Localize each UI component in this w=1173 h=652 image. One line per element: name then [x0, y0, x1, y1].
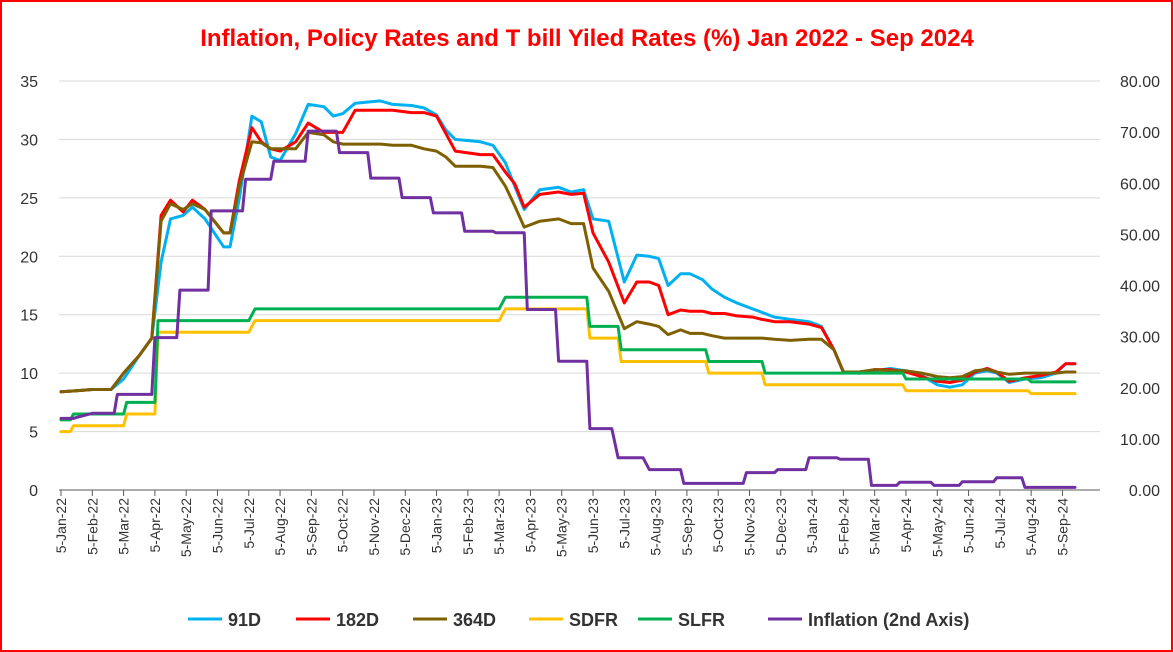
series-line-inflation-2nd-axis	[59, 129, 1077, 489]
x-tick-label: 5-Jul-24	[992, 498, 1008, 549]
x-tick-label: 5-Aug-22	[272, 498, 288, 556]
chart-title: Inflation, Policy Rates and T bill Yiled…	[200, 25, 974, 52]
y-right-tick-label: 10.00	[1120, 432, 1160, 449]
x-tick-label: 5-Apr-24	[898, 498, 914, 553]
x-tick-label: 5-Feb-23	[460, 498, 476, 555]
y-left-tick-label: 15	[20, 308, 38, 325]
y-right-tick-label: 70.00	[1120, 125, 1160, 142]
x-tick-label: 5-Dec-23	[773, 498, 789, 556]
x-tick-label: 5-Jun-24	[961, 498, 977, 553]
y-left-tick-label: 10	[20, 366, 38, 383]
x-tick-label: 5-Mar-24	[867, 498, 883, 555]
y-left-tick-label: 20	[20, 249, 38, 266]
series-lines	[59, 99, 1077, 489]
y-right-tick-labels: 0.00 10.00 20.00 30.00 40.00 50.00 60.00 70.00 8…	[1120, 74, 1160, 500]
y-right-tick-label: 80.00	[1120, 74, 1160, 91]
legend: 91D 182D 364D SDFR SLFR Inflation (2nd Axis)	[188, 610, 969, 630]
series-line-182d	[59, 108, 1077, 394]
axes	[59, 489, 1100, 496]
legend-label-91d: 91D	[228, 610, 261, 630]
x-tick-label: 5-May-22	[178, 498, 194, 557]
y-left-tick-labels: 0 5 10 15 20 25 30 35	[20, 74, 38, 500]
x-tick-label: 5-Feb-22	[84, 498, 100, 555]
series-line-slfr	[59, 295, 1077, 422]
y-left-tick-label: 5	[29, 425, 38, 442]
series-line-sdfr	[59, 307, 1077, 434]
x-tick-label: 5-Jun-22	[209, 498, 225, 553]
x-tick-label: 5-Sep-24	[1054, 498, 1070, 556]
x-tick-label: 5-Mar-22	[116, 498, 132, 555]
y-left-tick-label: 35	[20, 74, 38, 91]
legend-label-sdfr: SDFR	[569, 610, 618, 630]
x-tick-label: 5-Nov-23	[741, 498, 757, 556]
legend-label-inflation-2nd-axis: Inflation (2nd Axis)	[808, 610, 969, 630]
x-tick-label: 5-Oct-23	[710, 498, 726, 553]
x-tick-label: 5-Aug-24	[1023, 498, 1039, 556]
x-tick-label: 5-Jul-23	[616, 498, 632, 549]
y-right-tick-label: 40.00	[1120, 279, 1160, 296]
y-right-tick-label: 0.00	[1129, 483, 1160, 500]
x-tick-label: 5-Dec-22	[397, 498, 413, 556]
x-tick-label: 5-Jan-23	[429, 498, 445, 553]
y-right-tick-label: 30.00	[1120, 330, 1160, 347]
x-tick-label: 5-May-23	[554, 498, 570, 557]
legend-label-182d: 182D	[336, 610, 379, 630]
x-tick-label: 5-Mar-23	[491, 498, 507, 555]
series-line-364d	[59, 130, 1077, 394]
x-tick-label: 5-Nov-22	[366, 498, 382, 556]
legend-label-364d: 364D	[453, 610, 496, 630]
y-right-tick-label: 50.00	[1120, 227, 1160, 244]
x-tick-label: 5-Sep-23	[679, 498, 695, 556]
gridlines	[59, 80, 1100, 433]
x-tick-label: 5-Jan-24	[804, 498, 820, 553]
legend-label-slfr: SLFR	[678, 610, 725, 630]
y-right-tick-label: 20.00	[1120, 381, 1160, 398]
x-tick-label: 5-Jul-22	[241, 498, 257, 549]
x-tick-label: 5-Apr-22	[147, 498, 163, 553]
x-tick-label: 5-Apr-23	[522, 498, 538, 553]
y-right-tick-label: 60.00	[1120, 176, 1160, 193]
x-tick-label: 5-May-24	[929, 498, 945, 557]
series-line-91d	[59, 99, 1077, 394]
y-left-tick-label: 25	[20, 191, 38, 208]
x-tick-labels: 5-Jan-22 5-Feb-22 5-Mar-22 5-Apr-22 5-May-22…	[53, 498, 1070, 557]
x-tick-label: 5-Jun-23	[585, 498, 601, 553]
x-tick-label: 5-Sep-22	[303, 498, 319, 556]
x-tick-label: 5-Jan-22	[53, 498, 69, 553]
x-tick-label: 5-Aug-23	[648, 498, 664, 556]
x-tick-label: 5-Feb-24	[835, 498, 851, 555]
y-left-tick-label: 0	[29, 483, 38, 500]
x-tick-label: 5-Oct-22	[335, 498, 351, 553]
y-left-tick-label: 30	[20, 132, 38, 149]
